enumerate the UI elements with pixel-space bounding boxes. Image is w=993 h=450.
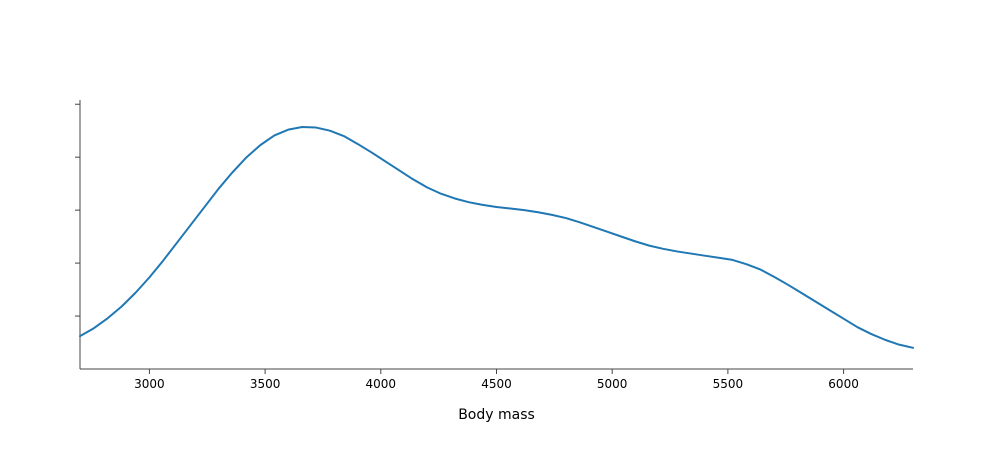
- x-tick-label-3500: 3500: [250, 377, 281, 391]
- x-tick-label-4000: 4000: [366, 377, 397, 391]
- x-tick-label-5500: 5500: [713, 377, 744, 391]
- x-tick-label-5000: 5000: [597, 377, 628, 391]
- x-tick-label-6000: 6000: [828, 377, 859, 391]
- x-tick-label-3000: 3000: [134, 377, 165, 391]
- density-line-0: [79, 126, 914, 349]
- x-axis-title: Body mass: [458, 407, 535, 423]
- series-layer: [79, 126, 914, 349]
- y-axis: [75, 100, 81, 369]
- x-axis: 3000 3500 4000 4500 5000 5500 6000: [80, 368, 913, 391]
- x-tick-label-4500: 4500: [481, 377, 512, 391]
